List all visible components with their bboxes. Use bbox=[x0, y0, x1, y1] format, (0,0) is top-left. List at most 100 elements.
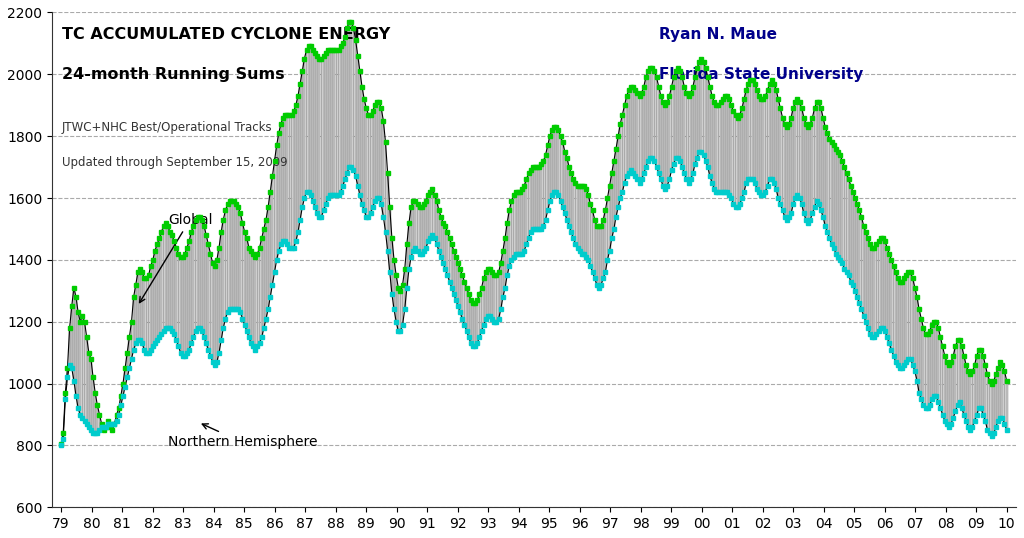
Bar bbox=[462, 275, 463, 318]
Bar bbox=[690, 93, 691, 180]
Bar bbox=[976, 356, 978, 415]
Bar bbox=[773, 83, 775, 182]
Bar bbox=[280, 124, 282, 244]
Bar bbox=[767, 90, 768, 186]
Bar bbox=[124, 368, 126, 387]
Bar bbox=[566, 158, 568, 220]
Bar bbox=[539, 167, 540, 229]
Bar bbox=[594, 220, 596, 279]
Bar bbox=[728, 99, 730, 195]
Bar bbox=[387, 173, 388, 251]
Bar bbox=[634, 90, 636, 176]
Bar bbox=[271, 176, 273, 285]
Bar bbox=[498, 272, 500, 318]
Bar bbox=[588, 195, 589, 260]
Bar bbox=[269, 192, 271, 297]
Bar bbox=[331, 49, 333, 195]
Bar bbox=[451, 244, 453, 288]
Bar bbox=[696, 68, 698, 158]
Bar bbox=[978, 350, 980, 408]
Bar bbox=[96, 405, 98, 433]
Bar bbox=[389, 207, 391, 272]
Bar bbox=[453, 251, 455, 294]
Bar bbox=[108, 421, 109, 424]
Bar bbox=[529, 170, 531, 232]
Bar bbox=[193, 226, 195, 337]
Bar bbox=[135, 285, 136, 343]
Bar bbox=[397, 288, 399, 331]
Bar bbox=[600, 226, 602, 285]
Bar bbox=[712, 96, 713, 182]
Bar bbox=[455, 257, 457, 300]
Bar bbox=[568, 167, 570, 226]
Bar bbox=[474, 303, 476, 346]
Bar bbox=[683, 87, 685, 173]
Bar bbox=[537, 167, 538, 229]
Bar bbox=[891, 260, 892, 350]
Bar bbox=[986, 374, 988, 430]
Bar bbox=[336, 49, 337, 195]
Bar bbox=[98, 415, 100, 430]
Bar bbox=[344, 37, 346, 180]
Bar bbox=[549, 136, 551, 201]
Bar bbox=[641, 93, 642, 180]
Bar bbox=[869, 244, 871, 334]
Bar bbox=[201, 220, 203, 331]
Bar bbox=[858, 210, 860, 303]
Bar bbox=[562, 143, 563, 207]
Bar bbox=[531, 167, 534, 229]
Bar bbox=[925, 334, 927, 408]
Bar bbox=[637, 93, 638, 180]
Bar bbox=[157, 244, 158, 341]
Bar bbox=[75, 297, 77, 396]
Text: 24-month Running Sums: 24-month Running Sums bbox=[61, 67, 285, 82]
Text: Updated through September 15, 2009: Updated through September 15, 2009 bbox=[61, 156, 287, 169]
Bar bbox=[647, 71, 649, 161]
Bar bbox=[993, 380, 994, 433]
Bar bbox=[199, 217, 201, 328]
Bar bbox=[515, 192, 517, 254]
Bar bbox=[655, 77, 657, 167]
Bar bbox=[942, 346, 943, 415]
Bar bbox=[901, 281, 903, 368]
Bar bbox=[342, 44, 344, 186]
Bar bbox=[779, 108, 781, 204]
Bar bbox=[116, 415, 118, 421]
Bar bbox=[667, 102, 668, 186]
Bar bbox=[933, 322, 935, 396]
Bar bbox=[700, 59, 702, 152]
Bar bbox=[617, 136, 620, 207]
Bar bbox=[417, 204, 419, 251]
Bar bbox=[297, 96, 299, 232]
Bar bbox=[797, 99, 799, 195]
Bar bbox=[406, 244, 408, 288]
Bar bbox=[760, 99, 762, 195]
Bar bbox=[730, 105, 732, 198]
Bar bbox=[807, 127, 809, 223]
Bar bbox=[382, 121, 384, 217]
Bar bbox=[671, 87, 673, 170]
Bar bbox=[143, 279, 145, 350]
Bar bbox=[734, 115, 736, 207]
Bar bbox=[893, 266, 894, 356]
Bar bbox=[67, 368, 69, 378]
Bar bbox=[525, 180, 527, 244]
Bar bbox=[726, 96, 728, 192]
Text: Florida State University: Florida State University bbox=[659, 67, 863, 82]
Bar bbox=[677, 68, 679, 158]
Bar bbox=[882, 238, 884, 328]
Bar bbox=[508, 210, 510, 266]
Bar bbox=[145, 279, 147, 353]
Bar bbox=[368, 115, 370, 217]
Bar bbox=[173, 242, 175, 334]
Bar bbox=[190, 232, 193, 343]
Bar bbox=[126, 353, 128, 378]
Bar bbox=[421, 207, 423, 254]
Bar bbox=[692, 87, 694, 173]
Bar bbox=[948, 365, 950, 427]
Bar bbox=[620, 124, 622, 198]
Text: JTWC+NHC Best/Operational Tracks: JTWC+NHC Best/Operational Tracks bbox=[61, 122, 272, 134]
Bar bbox=[252, 254, 254, 346]
Bar bbox=[71, 306, 73, 368]
Bar bbox=[816, 102, 817, 201]
